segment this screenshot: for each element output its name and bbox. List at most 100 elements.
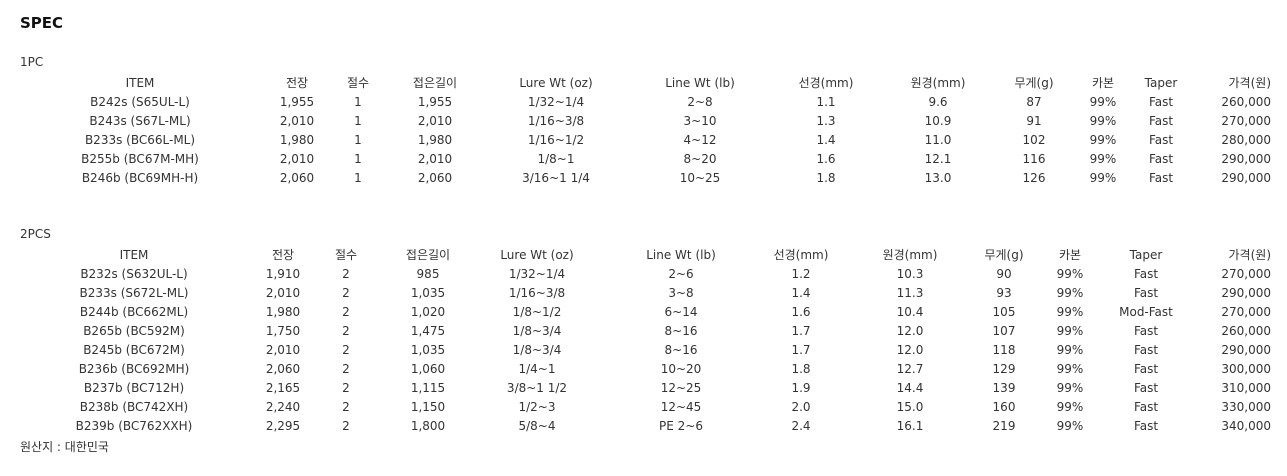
table-cell: Fast (1133, 267, 1159, 281)
table-cell: 1.1 (816, 95, 836, 109)
table-cell: 1.8 (816, 171, 836, 185)
table-cell: 270,000 (1221, 305, 1271, 319)
table-cell: 270,000 (1221, 114, 1271, 128)
item-name-cell: B236b (BC692MH) (78, 362, 190, 376)
table-cell: 290,000 (1221, 343, 1271, 357)
table-cell: 118 (992, 343, 1016, 357)
table-cell: 1/2~3 (518, 400, 556, 414)
table-cell: 99% (1089, 171, 1117, 185)
table-cell: 4~12 (683, 133, 717, 147)
table-cell: 2,010 (279, 114, 315, 128)
table-cell: 2,010 (279, 152, 315, 166)
column-header: 절수 (346, 76, 370, 90)
table-cell: Fast (1148, 152, 1174, 166)
table-cell: 99% (1089, 152, 1117, 166)
table-cell: 1/8~3/4 (512, 343, 562, 357)
table-cell: 5/8~4 (518, 419, 556, 433)
table-cell: 1,955 (279, 95, 315, 109)
table-cell: Fast (1133, 324, 1159, 338)
table-cell: 290,000 (1221, 171, 1271, 185)
table-cell: 2 (342, 286, 350, 300)
table-cell: 99% (1089, 114, 1117, 128)
table-cell: 99% (1056, 362, 1084, 376)
table-cell: 91 (1026, 114, 1042, 128)
table-cell: 6~14 (664, 305, 698, 319)
column-header: 절수 (334, 248, 358, 262)
table-cell: 2 (342, 305, 350, 319)
table-cell: 1.4 (791, 286, 811, 300)
column-header: 선경(mm) (798, 76, 854, 90)
table-cell: 290,000 (1221, 152, 1271, 166)
table-cell: 1/8~1/2 (512, 305, 562, 319)
table-cell: 1,980 (279, 133, 315, 147)
table-cell: 1.4 (816, 133, 836, 147)
table-cell: 1.3 (816, 114, 836, 128)
table-cell: 1.8 (791, 362, 811, 376)
table-cell: 99% (1056, 286, 1084, 300)
table-cell: 2 (342, 381, 350, 395)
table-cell: 1,910 (265, 267, 301, 281)
table-cell: 2,010 (265, 286, 301, 300)
table-cell: 13.0 (924, 171, 952, 185)
column-header: Lure Wt (oz) (500, 248, 574, 262)
table-cell: 1,035 (410, 286, 446, 300)
table-cell: 1/32~1/4 (508, 267, 566, 281)
table-cell: Fast (1148, 133, 1174, 147)
table-cell: 126 (1022, 171, 1046, 185)
table-cell: 1.6 (816, 152, 836, 166)
column-header: Lure Wt (oz) (519, 76, 593, 90)
table-cell: 1/8~3/4 (512, 324, 562, 338)
table-cell: Fast (1148, 114, 1174, 128)
table-cell: 8~16 (664, 343, 698, 357)
column-header: 무게(g) (1014, 76, 1054, 90)
table-cell: 2,060 (279, 171, 315, 185)
table-cell: 1 (354, 114, 362, 128)
table-cell: 2~8 (687, 95, 713, 109)
table-cell: 2.0 (791, 400, 811, 414)
table-cell: 99% (1056, 419, 1084, 433)
table-cell: 99% (1056, 381, 1084, 395)
table-cell: 129 (992, 362, 1016, 376)
table-cell: 260,000 (1221, 95, 1271, 109)
table-cell: 99% (1056, 400, 1084, 414)
table-cell: 310,000 (1221, 381, 1271, 395)
table-cell: 105 (992, 305, 1016, 319)
table-cell: 1/16~1/2 (527, 133, 585, 147)
section-label-2pcs: 2PCS (20, 227, 51, 241)
column-header: 가격(원) (1228, 76, 1271, 90)
table-cell: 1.2 (791, 267, 811, 281)
table-cell: 2 (342, 362, 350, 376)
table-cell: 340,000 (1221, 419, 1271, 433)
table-cell: 3~10 (683, 114, 717, 128)
column-header: Line Wt (lb) (646, 248, 716, 262)
column-header: 카본 (1091, 76, 1115, 90)
table-cell: 15.0 (896, 400, 924, 414)
table-cell: 1.6 (791, 305, 811, 319)
table-cell: 2,060 (265, 362, 301, 376)
table-cell: 10~20 (660, 362, 702, 376)
table-cell: Mod-Fast (1119, 305, 1173, 319)
item-name-cell: B233s (S672L-ML) (79, 286, 189, 300)
item-name-cell: B237b (BC712H) (83, 381, 185, 395)
item-name-cell: B232s (S632UL-L) (80, 267, 188, 281)
table-cell: 90 (996, 267, 1012, 281)
column-header: ITEM (125, 76, 155, 90)
table-cell: 1,750 (265, 324, 301, 338)
table-cell: 2 (342, 267, 350, 281)
column-header: 가격(원) (1228, 248, 1271, 262)
table-cell: 1/8~1 (537, 152, 575, 166)
table-cell: 8~16 (664, 324, 698, 338)
table-cell: 330,000 (1221, 400, 1271, 414)
item-name-cell: B239b (BC762XXH) (75, 419, 193, 433)
table-cell: 1,980 (265, 305, 301, 319)
column-header: 선경(mm) (773, 248, 829, 262)
item-name-cell: B255b (BC67M-MH) (81, 152, 199, 166)
table-cell: 2.4 (791, 419, 811, 433)
item-name-cell: B242s (S65UL-L) (90, 95, 190, 109)
table-cell: 290,000 (1221, 286, 1271, 300)
column-header: 무게(g) (984, 248, 1024, 262)
item-name-cell: B238b (BC742XH) (79, 400, 189, 414)
table-cell: 10.4 (896, 305, 924, 319)
table-cell: Fast (1133, 286, 1159, 300)
table-cell: 1/16~3/8 (527, 114, 585, 128)
